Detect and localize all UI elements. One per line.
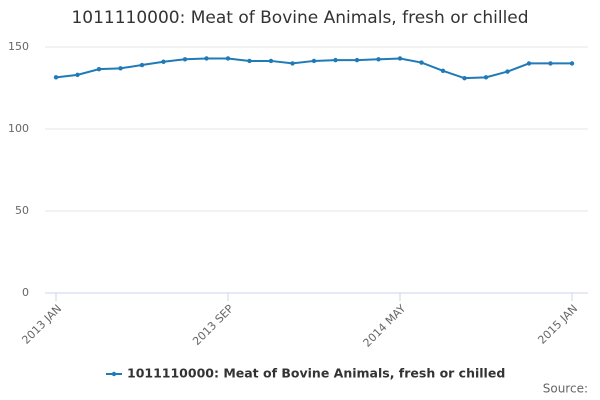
point <box>483 75 489 80</box>
x-tick-label: 2013 JAN <box>19 302 64 347</box>
point <box>204 56 209 61</box>
y-tick-label: 50 <box>15 204 29 217</box>
point <box>569 61 575 66</box>
legend-marker <box>111 371 117 377</box>
point <box>268 58 274 64</box>
point <box>225 56 231 61</box>
x-tick-label: 2013 SEP <box>190 302 236 348</box>
point <box>376 57 381 62</box>
point <box>419 60 424 65</box>
point <box>161 59 166 64</box>
point <box>96 66 102 72</box>
point <box>75 72 80 78</box>
point <box>440 68 446 73</box>
y-tick-label: 100 <box>8 122 29 135</box>
point <box>290 61 295 66</box>
source: Source: <box>543 382 588 396</box>
point <box>354 57 360 63</box>
point <box>526 61 532 66</box>
point <box>397 56 403 61</box>
point <box>462 75 467 81</box>
y-tick-label: 0 <box>22 286 29 299</box>
point <box>505 69 510 74</box>
point <box>182 57 188 62</box>
point <box>333 57 338 63</box>
legend-label: 1011110000: Meat of Bovine Animals, fres… <box>127 366 505 381</box>
point <box>548 61 553 66</box>
point <box>139 62 145 68</box>
chart-title: 1011110000: Meat of Bovine Animals, fres… <box>71 8 528 28</box>
y-tick-label: 150 <box>8 40 29 53</box>
point <box>118 66 123 71</box>
point <box>53 75 59 80</box>
point <box>311 58 317 64</box>
point <box>247 58 252 64</box>
x-tick-label: 2014 MAY <box>361 302 409 350</box>
x-tick-label: 2015 JAN <box>535 302 580 347</box>
